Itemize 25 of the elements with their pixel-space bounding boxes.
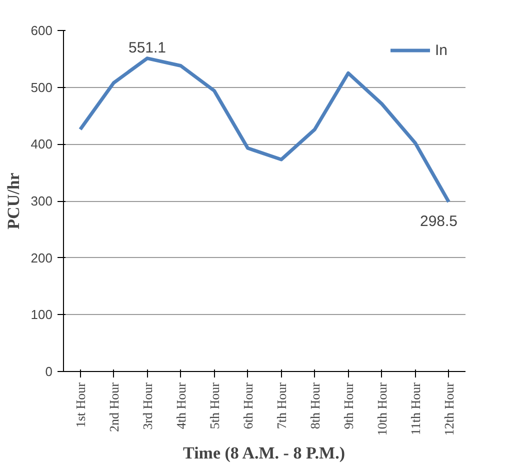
y-tick-label: 600: [30, 23, 53, 38]
y-tick-label: 300: [30, 194, 53, 208]
x-axis-title: Time (8 A.M. - 8 P.M.): [183, 444, 346, 463]
line-series: [78, 56, 450, 204]
y-tick-label: 400: [30, 136, 53, 152]
y-tick-label: 100: [30, 307, 53, 322]
y-tick-label: 0: [45, 364, 53, 379]
x-tick-label: 6th Hour: [240, 382, 256, 430]
annotation: 551.1: [128, 39, 166, 56]
y-tick-label: 500: [30, 80, 53, 95]
x-tick-label: 2nd Hour: [106, 382, 122, 432]
x-tick-label: 10th Hour: [374, 382, 390, 436]
x-tick-label: 1st Hour: [72, 382, 88, 428]
x-tick-label: 8th Hour: [307, 382, 322, 430]
x-tick-label: 9th Hour: [340, 382, 356, 430]
y-axis-title: PCU/hr: [4, 172, 23, 230]
x-tick-label: 11th Hour: [408, 382, 423, 436]
x-tick-label: 5th Hour: [206, 382, 222, 430]
y-tick-label: 200: [30, 250, 53, 266]
x-tick-label: 4th Hour: [173, 382, 188, 430]
legend-label: In: [435, 42, 449, 58]
x-tick-label: 12th Hour: [441, 382, 456, 436]
annotation: 298.5: [420, 212, 458, 230]
x-tick-label: 7th Hour: [274, 382, 289, 430]
x-tick-label: 3rd Hour: [140, 382, 155, 430]
